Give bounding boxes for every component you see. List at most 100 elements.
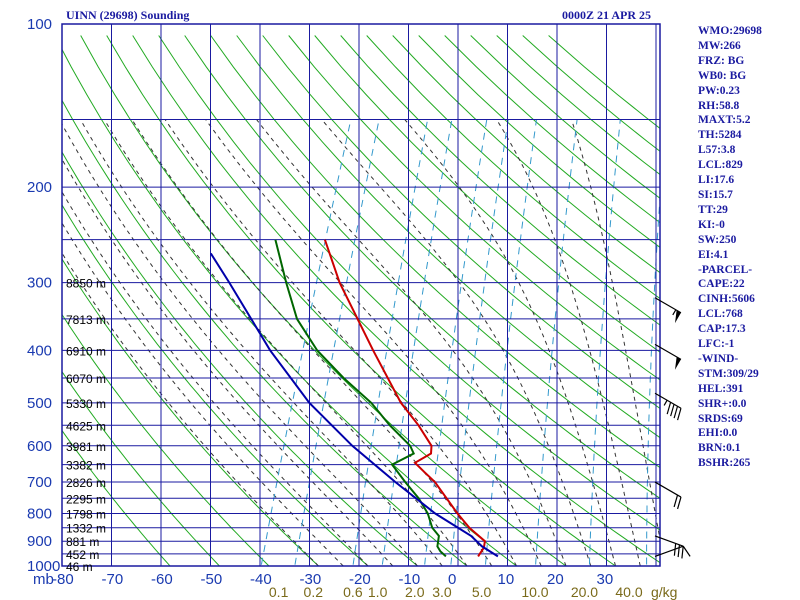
index-item: STM:309/29 <box>698 367 759 380</box>
wind-barb-staff <box>654 535 684 547</box>
dry-adiabat-line <box>366 35 660 300</box>
mixing-ratio-label: 3.0 <box>432 584 452 600</box>
plot-frame <box>61 23 661 567</box>
pressure-tick-label: 200 <box>27 179 52 196</box>
dry-adiabat-line <box>184 35 660 499</box>
height-label: 1798 m <box>66 507 106 521</box>
index-item: WB0: BG <box>698 69 747 82</box>
wind-barb-feather <box>677 544 681 558</box>
mixing-ratio-label: 5.0 <box>472 584 492 600</box>
moist-adiabat-line <box>62 252 319 566</box>
wind-barb <box>654 343 682 370</box>
temperature-tick-label: -10 <box>399 571 421 588</box>
index-item: SI:15.7 <box>698 188 733 201</box>
height-label: 3981 m <box>66 440 106 454</box>
wind-barb-feather <box>681 546 684 559</box>
temperature-tick-label: -80 <box>52 571 74 588</box>
wind-barb <box>654 392 682 421</box>
moist-adiabat-line <box>103 119 468 566</box>
mixing-ratio-lines <box>260 119 660 566</box>
temperature-tick-label: 10 <box>498 571 515 588</box>
dry-adiabat-line <box>62 313 270 566</box>
wind-barb-feather <box>682 545 691 557</box>
pressure-tick-label: 500 <box>27 395 52 412</box>
mixing-ratio-line <box>484 119 537 566</box>
dry-adiabat-line <box>236 35 660 439</box>
wind-barb <box>654 545 691 557</box>
wind-barb-half-feather <box>672 309 677 316</box>
dry-adiabat-line <box>132 35 660 564</box>
sounding-indices-panel: WMO:29698 MW:266 FRZ: BG WB0: BG PW:0.23 RH:5… <box>698 24 762 471</box>
index-item: CAP:17.3 <box>698 323 746 336</box>
wind-barbs <box>654 297 691 559</box>
index-item: PW:0.23 <box>698 84 740 97</box>
dry-adiabat-line <box>62 151 419 566</box>
mixing-ratio-unit-label: g/kg <box>651 584 677 600</box>
index-item: LI:17.6 <box>698 174 735 187</box>
wind-barb-staff <box>654 545 684 557</box>
index-item: BSHR:265 <box>698 457 751 470</box>
chart-title: UINN (29698) Sounding <box>66 8 190 22</box>
moist-adiabat-line <box>164 119 517 566</box>
index-item: LFC:-1 <box>698 338 735 351</box>
index-item: EHI:0.0 <box>698 427 738 440</box>
wind-barb-feather <box>677 496 682 510</box>
height-label: 1332 m <box>66 522 106 536</box>
moist-adiabat-line <box>321 119 592 566</box>
mixing-ratio-label: 40.0 <box>615 584 642 600</box>
wind-barb-staff <box>654 297 682 314</box>
temperature-tick-label: -40 <box>250 571 272 588</box>
moist-adiabat-line <box>404 119 616 566</box>
height-label: 6070 m <box>66 372 106 386</box>
index-item: KI:-0 <box>698 218 725 231</box>
pressure-tick-label: 700 <box>27 474 52 491</box>
mixing-ratio-label: 2.0 <box>405 584 425 600</box>
dewpoint-profile-line <box>274 239 447 558</box>
mixing-ratio-label: 10.0 <box>521 584 548 600</box>
index-item: MAXT:5.2 <box>698 114 751 127</box>
dry-adiabat-line <box>62 429 171 566</box>
height-label: 8850 m <box>66 277 106 291</box>
height-label: 4625 m <box>66 419 106 433</box>
index-item: LCL:768 <box>698 308 743 321</box>
moist-adiabat-line <box>62 222 344 566</box>
wind-barb-staff <box>654 392 682 409</box>
wind-barb <box>654 535 684 559</box>
index-item: SHR+:0.0 <box>698 397 747 410</box>
wind-barb-half-feather <box>663 399 668 406</box>
wind-barb-pennant <box>674 310 681 324</box>
index-item: L57:3.8 <box>698 144 736 157</box>
pressure-tick-label: 300 <box>27 275 52 292</box>
index-item: FRZ: BG <box>698 54 745 67</box>
dry-adiabat-line <box>80 35 567 566</box>
wind-barb <box>654 297 682 324</box>
wind-barb-feather <box>670 404 675 417</box>
height-label: 5330 m <box>66 397 106 411</box>
mixing-ratio-label: 1.0 <box>368 584 388 600</box>
wind-barb <box>654 481 682 510</box>
pressure-tick-label: 800 <box>27 505 52 522</box>
index-item: MW:266 <box>698 39 741 52</box>
index-item: SW:250 <box>698 233 737 246</box>
pressure-tick-label: 400 <box>27 342 52 359</box>
moist-adiabat-line <box>496 119 641 566</box>
dry-adiabat-line <box>548 35 660 130</box>
height-label: 46 m <box>66 560 93 574</box>
moist-adiabat-line <box>131 119 493 566</box>
dry-adiabat-line <box>210 35 660 469</box>
mixing-ratio-line <box>381 119 453 566</box>
pressure-tick-label: 100 <box>27 16 52 33</box>
pressure-tick-label: 1000 <box>27 558 60 575</box>
temperature-tick-label: -50 <box>201 571 223 588</box>
temperature-tick-label: 0 <box>448 571 456 588</box>
moist-adiabat-line <box>62 190 369 566</box>
temperature-tick-label: -70 <box>102 571 124 588</box>
index-item: LCL:829 <box>698 159 743 172</box>
index-item: SRDS:69 <box>698 412 743 425</box>
dry-adiabat-line <box>62 204 369 566</box>
temperature-tick-label: 20 <box>547 571 564 588</box>
temperature-profile-line <box>323 239 486 557</box>
mixing-ratio-label: 0.2 <box>304 584 324 600</box>
height-label: 452 m <box>66 548 99 562</box>
